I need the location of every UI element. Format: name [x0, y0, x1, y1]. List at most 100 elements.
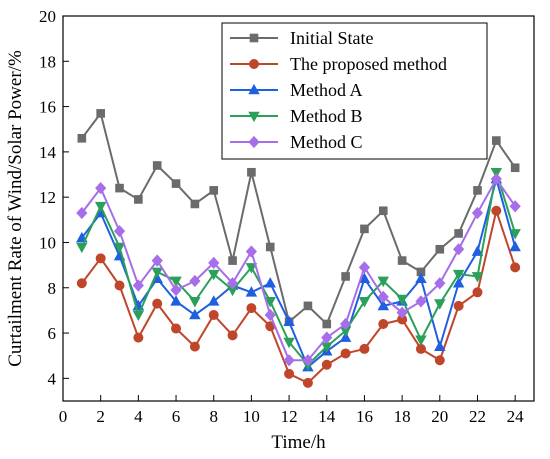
- data-point: [133, 332, 144, 343]
- legend-item: Method A: [230, 80, 363, 100]
- y-tick-label: 16: [39, 98, 56, 117]
- legend-marker: [248, 83, 260, 95]
- data-point: [170, 295, 182, 306]
- y-tick-label: 20: [39, 7, 56, 26]
- data-point: [265, 242, 275, 252]
- series-group: [76, 109, 521, 388]
- data-point: [453, 243, 465, 256]
- data-point: [303, 301, 313, 311]
- legend-marker: [248, 135, 260, 149]
- data-point: [283, 354, 295, 367]
- series-0: [77, 109, 520, 329]
- data-point: [434, 277, 446, 290]
- x-tick-label: 22: [469, 407, 486, 426]
- series-2: [76, 172, 521, 372]
- y-tick-label: 10: [39, 233, 56, 252]
- data-point: [434, 340, 446, 351]
- data-point: [132, 279, 144, 292]
- data-point: [77, 133, 87, 143]
- data-point: [397, 256, 407, 265]
- plot-frame: [62, 15, 535, 402]
- y-axis-title: Curtailment Rate of Wind/Solar Power/%: [5, 50, 26, 367]
- series-1: [76, 205, 521, 388]
- data-point: [378, 318, 389, 329]
- data-point: [396, 306, 408, 319]
- data-point: [245, 245, 258, 258]
- x-axis: 0 2 4 6 8 10 12 14 16 18 20 22 24: [59, 395, 524, 426]
- x-tick-label: 12: [281, 407, 298, 426]
- series-line: [81, 209, 517, 384]
- legend-marker: [249, 33, 259, 43]
- data-point: [490, 172, 502, 186]
- y-tick-label: 18: [39, 52, 56, 71]
- data-point: [245, 263, 258, 274]
- data-point: [115, 183, 124, 193]
- series-4: [76, 172, 521, 367]
- data-point: [247, 167, 256, 177]
- data-point: [284, 368, 295, 379]
- y-axis: 4 6 8 10 12 14 16 18 20: [39, 7, 69, 388]
- data-point: [95, 182, 107, 195]
- data-point: [396, 294, 408, 306]
- data-point: [341, 272, 350, 281]
- data-point: [472, 287, 483, 298]
- data-point: [170, 283, 182, 297]
- data-point: [264, 308, 276, 322]
- data-point: [189, 308, 201, 320]
- data-point: [113, 225, 126, 238]
- data-point: [322, 319, 332, 329]
- x-tick-label: 6: [172, 407, 181, 426]
- legend-label: The proposed method: [290, 54, 447, 74]
- data-point: [226, 277, 239, 290]
- data-point: [454, 229, 463, 238]
- legend-label: Method C: [290, 132, 363, 152]
- data-point: [264, 277, 276, 288]
- data-point: [453, 300, 464, 311]
- data-point: [171, 323, 182, 334]
- data-point: [151, 267, 163, 279]
- data-point: [283, 337, 295, 349]
- data-point: [435, 244, 445, 254]
- data-point: [283, 315, 295, 327]
- data-point: [471, 206, 484, 220]
- data-point: [340, 348, 351, 359]
- y-tick-label: 4: [48, 369, 57, 388]
- series-line: [81, 178, 516, 362]
- series-line: [81, 178, 517, 369]
- legend: Initial State The proposed method Method A…: [221, 22, 488, 160]
- data-point: [113, 242, 126, 254]
- data-point: [509, 229, 521, 240]
- data-point: [228, 256, 237, 265]
- data-point: [132, 310, 145, 322]
- data-point: [452, 269, 465, 281]
- data-point: [415, 335, 427, 346]
- legend-item: Initial State: [230, 28, 373, 48]
- x-tick-label: 10: [243, 407, 260, 426]
- data-point: [434, 355, 445, 366]
- data-point: [339, 317, 352, 331]
- legend-item: Method C: [230, 132, 363, 152]
- data-point: [264, 297, 276, 308]
- data-point: [377, 299, 390, 311]
- x-tick-label: 0: [59, 407, 68, 426]
- data-point: [302, 377, 313, 388]
- data-point: [358, 297, 371, 308]
- legend-marker: [248, 59, 259, 70]
- legend-label: Method A: [290, 80, 363, 100]
- legend-item: The proposed method: [230, 54, 447, 74]
- data-point: [246, 303, 257, 314]
- data-point: [509, 240, 521, 252]
- data-point: [189, 274, 201, 288]
- x-tick-label: 2: [96, 407, 105, 426]
- data-point: [473, 186, 482, 195]
- data-point: [170, 276, 182, 288]
- data-point: [76, 278, 87, 289]
- data-point: [95, 253, 106, 264]
- data-point: [208, 309, 219, 320]
- data-point: [321, 359, 332, 370]
- data-point: [96, 109, 105, 118]
- series-3: [76, 167, 521, 371]
- data-point: [209, 186, 219, 195]
- x-tick-label: 16: [356, 407, 373, 426]
